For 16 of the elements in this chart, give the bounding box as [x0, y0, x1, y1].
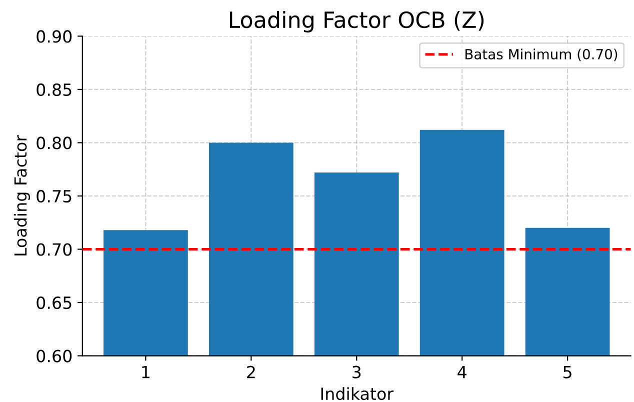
x-tick-label: 5: [564, 366, 572, 378]
x-tick-label: 2: [247, 366, 255, 378]
x-tick-label: 1: [142, 366, 150, 378]
legend-label: Batas Minimum (0.70): [466, 48, 618, 62]
y-tick-label: 0.65: [36, 296, 72, 310]
y-axis-title: Loading Factor: [14, 134, 30, 256]
chart-title: Loading Factor OCB (Z): [230, 10, 484, 32]
y-tick-label: 0.75: [36, 190, 72, 203]
y-tick-label: 0.90: [36, 30, 72, 43]
y-tick-label: 0.80: [36, 136, 72, 150]
y-tick-label: 0.60: [36, 350, 72, 362]
x-axis-title: Indikator: [321, 387, 394, 400]
y-tick-label: 0.70: [36, 243, 72, 256]
y-tick-label: 0.85: [36, 83, 72, 96]
x-tick-label: 4: [458, 366, 466, 378]
x-tick-label: 3: [352, 366, 361, 378]
